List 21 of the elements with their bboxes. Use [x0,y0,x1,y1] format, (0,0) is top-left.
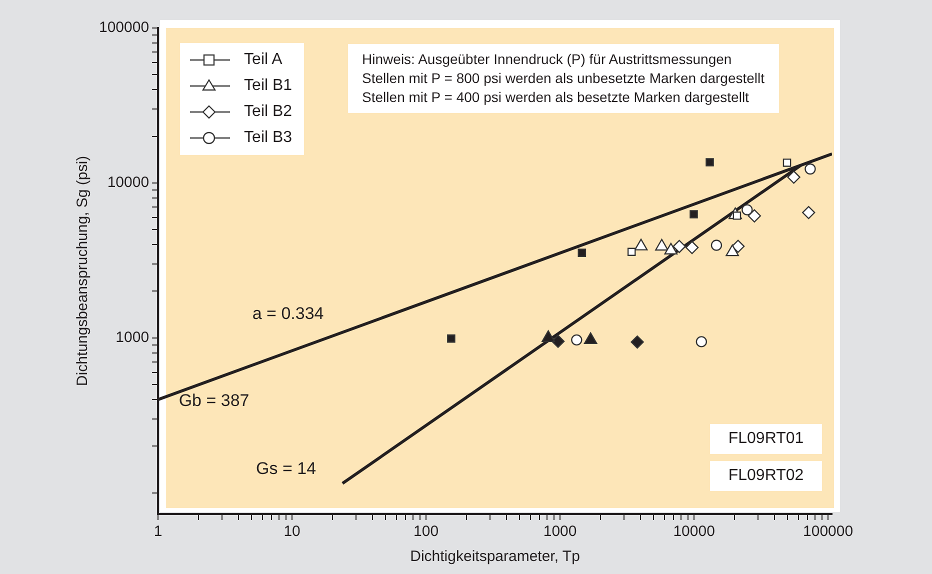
legend-label: Teil A [244,51,282,69]
x-axis-title: Dichtigkeitsparameter, Tp [410,548,580,566]
annotation: Gb = 387 [178,391,250,411]
x-tick-label: 10 [284,523,300,540]
annotation: Gs = 14 [256,459,316,479]
legend-label: Teil B3 [244,129,292,147]
annotation: a = 0.334 [252,304,324,324]
annotation: FL09RT02 [710,461,822,491]
y-axis-title: Dichtungsbeanspruchung, Sg (psi) [74,156,92,386]
y-tick-label: 1000 [116,329,150,346]
legend-label: Teil B1 [244,77,292,95]
x-tick-label: 100000 [803,523,854,540]
y-tick-label: 100000 [98,19,150,36]
annotation: FL09RT01 [710,424,822,454]
x-tick-label: 1 [154,523,162,540]
x-tick-label: 10000 [673,523,715,540]
x-tick-label: 100 [414,523,439,540]
x-tick-label: 1000 [543,523,577,540]
annotation: Hinweis: Ausgeübter Innendruck (P) für Austrittsmessungen Stellen mit P = 800 psi werden als unbesetzte Marken dargestellt Stellen mit P = 400 psi werden als besetzte Marken dargestellt [348,44,779,113]
y-tick-label: 10000 [107,174,150,192]
legend-label: Teil B2 [244,103,292,121]
